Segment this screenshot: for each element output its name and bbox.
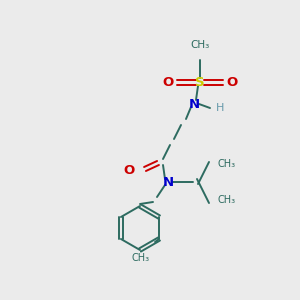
Text: CH₃: CH₃: [132, 253, 150, 263]
Text: H: H: [216, 103, 224, 113]
Text: CH₃: CH₃: [190, 40, 210, 50]
Text: O: O: [124, 164, 135, 176]
Text: N: N: [188, 98, 200, 110]
Text: O: O: [226, 76, 238, 88]
Text: CH₃: CH₃: [218, 195, 236, 205]
Text: CH₃: CH₃: [218, 159, 236, 169]
Text: O: O: [162, 76, 174, 88]
Text: S: S: [195, 76, 205, 88]
Text: N: N: [162, 176, 174, 188]
